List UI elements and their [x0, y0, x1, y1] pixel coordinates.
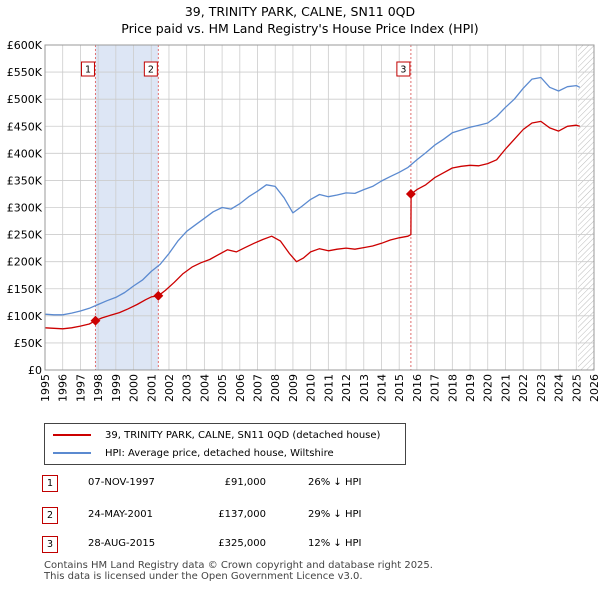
price-chart: 1 2 3 £0 £50K £100K £150K £200K £250K £300K £350K £…: [7, 39, 600, 402]
y-tick-label: £100K: [7, 310, 43, 323]
y-tick-label: £400K: [7, 147, 43, 160]
x-tick-label: 2013: [358, 374, 371, 402]
x-tick-label: 2000: [128, 374, 141, 402]
x-tick-label: 2005: [216, 374, 229, 402]
sale-point: [153, 290, 164, 301]
y-tick-label: £300K: [7, 202, 43, 215]
plot-frame: [44, 44, 595, 371]
x-tick-label: 2001: [145, 374, 158, 402]
y-tick-label: £450K: [7, 120, 43, 133]
x-tick-label: 2012: [340, 374, 353, 402]
y-tick-label: £250K: [7, 229, 43, 242]
x-tick-label: 2006: [234, 374, 247, 402]
table-row: 3 28-AUG-2015 £325,000 12% ↓ HPI: [40, 536, 460, 554]
x-tick-label: 2018: [446, 374, 459, 402]
y-tick-label: £50K: [14, 337, 43, 350]
x-tick-label: 2016: [411, 374, 424, 402]
transaction-price: £137,000: [218, 509, 266, 520]
hpi-line: [45, 76, 581, 316]
x-tick-label: 2019: [464, 374, 477, 402]
transaction-hpi-diff: 12% ↓ HPI: [308, 538, 362, 549]
x-tick-label: 2014: [375, 374, 388, 402]
x-tick-label: 2017: [429, 374, 442, 402]
x-tick-label: 2009: [287, 374, 300, 402]
chart-subtitle: Price paid vs. HM Land Registry's House …: [121, 21, 479, 36]
x-tick-label: 2024: [553, 374, 566, 402]
x-tick-label: 2010: [305, 374, 318, 402]
chart-title: 39, TRINITY PARK, CALNE, SN11 0QD: [184, 4, 416, 19]
x-tick-label: 2003: [181, 374, 194, 402]
transaction-hpi-diff: 29% ↓ HPI: [308, 509, 362, 520]
x-tick-label: 1999: [110, 374, 123, 402]
x-tick-label: 1995: [39, 374, 52, 402]
legend-label-property: 39, TRINITY PARK, CALNE, SN11 0QD (detac…: [105, 429, 381, 441]
y-tick-label: £200K: [7, 256, 43, 269]
x-tick-label: 2007: [252, 374, 265, 402]
x-tick-label: 1998: [92, 374, 105, 402]
transaction-number-badge: 1: [42, 475, 58, 492]
legend-swatch-hpi: [53, 452, 91, 454]
x-tick-label: 2002: [163, 374, 176, 402]
table-row: 1 07-NOV-1997 £91,000 26% ↓ HPI: [40, 475, 460, 493]
transaction-hpi-diff: 26% ↓ HPI: [308, 477, 362, 488]
table-row: 2 24-MAY-2001 £137,000 29% ↓ HPI: [40, 507, 460, 525]
legend-label-hpi: HPI: Average price, detached house, Wilt…: [105, 447, 334, 459]
legend-item-property: 39, TRINITY PARK, CALNE, SN11 0QD (detac…: [53, 427, 380, 443]
attribution-line-2: This data is licensed under the Open Gov…: [44, 571, 363, 582]
x-tick-label: 2004: [198, 374, 211, 402]
legend: 39, TRINITY PARK, CALNE, SN11 0QD (detac…: [44, 423, 406, 465]
property-price-line: [45, 120, 580, 330]
sale-label-box: [80, 61, 95, 77]
transaction-date: 28-AUG-2015: [88, 538, 156, 549]
legend-swatch-property: [53, 434, 91, 436]
y-tick-label: £550K: [7, 66, 43, 79]
sale-label: 3: [400, 65, 406, 76]
sale-point: [405, 189, 416, 199]
x-tick-label: 2021: [499, 374, 512, 402]
sale-label: 2: [148, 65, 154, 76]
attribution-footer: Contains HM Land Registry data © Crown c…: [44, 560, 433, 582]
sale-label-box: [143, 61, 158, 77]
legend-item-hpi: HPI: Average price, detached house, Wilt…: [53, 445, 334, 461]
x-tick-label: 2011: [322, 374, 335, 402]
transaction-date: 24-MAY-2001: [88, 509, 154, 520]
attribution-line-1: Contains HM Land Registry data © Crown c…: [44, 560, 433, 571]
x-tick-label: 2020: [482, 374, 495, 402]
x-tick-label: 2015: [393, 374, 406, 402]
sale-label: 1: [85, 65, 91, 76]
y-tick-label: £0: [28, 364, 42, 377]
transaction-date: 07-NOV-1997: [88, 477, 155, 488]
x-tick-label: 2008: [269, 374, 282, 402]
y-tick-label: £350K: [7, 174, 43, 187]
transaction-price: £325,000: [218, 538, 266, 549]
transaction-number-badge: 3: [42, 536, 58, 553]
x-tick-label: 2025: [570, 374, 583, 402]
x-tick-label: 1997: [74, 374, 87, 402]
y-tick-label: £500K: [7, 93, 43, 106]
transaction-price: £91,000: [224, 477, 266, 488]
x-tick-label: 2026: [588, 374, 600, 402]
x-tick-label: 2022: [517, 374, 530, 402]
transaction-number-badge: 2: [42, 507, 58, 524]
x-tick-label: 2023: [535, 374, 548, 402]
y-tick-label: £600K: [7, 39, 43, 52]
sale-label-box: [396, 61, 411, 77]
y-tick-label: £150K: [7, 283, 43, 296]
x-tick-label: 1996: [57, 374, 70, 402]
